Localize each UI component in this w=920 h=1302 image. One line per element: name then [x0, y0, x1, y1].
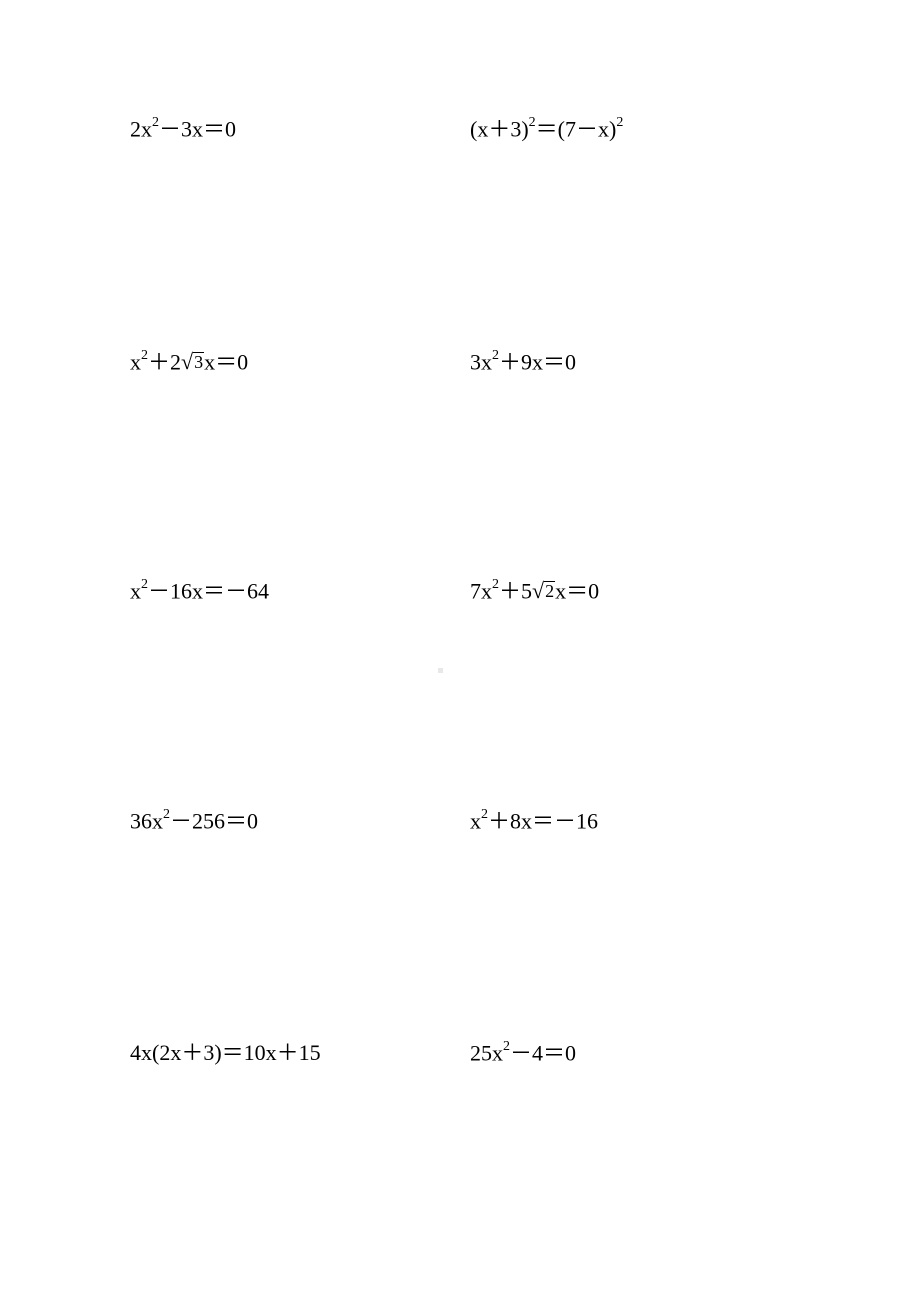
equation-r2c2: 3x2＋9x＝0	[470, 351, 576, 373]
equation-r4c1: 36x2－256＝0	[130, 810, 258, 832]
equation-r3c2: 7x2＋5√2x＝0	[470, 580, 599, 602]
equation-r1c2: (x＋3)2＝(7－x)2	[470, 118, 623, 140]
artifact-dot	[438, 668, 443, 673]
equation-r3c1: x2－16x＝－64	[130, 580, 269, 602]
equation-r2c1: x2＋2√3x＝0	[130, 351, 248, 373]
equation-r5c1: 4x(2x＋3)＝10x＋15	[130, 1042, 321, 1064]
equation-r1c1: 2x2－3x＝0	[130, 118, 236, 140]
worksheet-page: 2x2－3x＝0 (x＋3)2＝(7－x)2 x2＋2√3x＝0 3x2＋9x＝…	[0, 0, 920, 1302]
equation-r4c2: x2＋8x＝－16	[470, 810, 598, 832]
equation-r5c2: 25x2－4＝0	[470, 1042, 576, 1064]
